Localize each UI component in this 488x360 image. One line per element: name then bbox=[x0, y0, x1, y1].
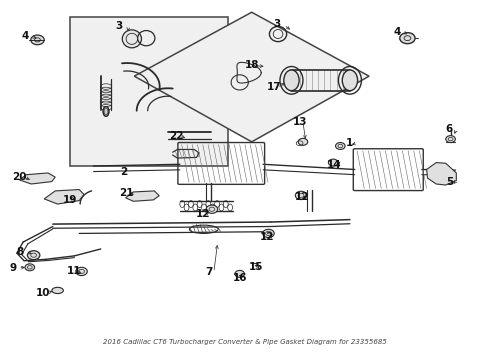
Ellipse shape bbox=[31, 35, 44, 45]
Ellipse shape bbox=[52, 287, 63, 293]
Polygon shape bbox=[134, 12, 368, 142]
Ellipse shape bbox=[342, 70, 357, 91]
Text: 20: 20 bbox=[12, 172, 26, 182]
Ellipse shape bbox=[295, 191, 306, 199]
Text: 8: 8 bbox=[17, 247, 24, 257]
Bar bbox=[69, 17, 227, 166]
Text: 12: 12 bbox=[259, 232, 274, 242]
Ellipse shape bbox=[206, 205, 217, 213]
Text: 12: 12 bbox=[294, 192, 308, 202]
Ellipse shape bbox=[27, 251, 40, 260]
Text: 1: 1 bbox=[346, 138, 353, 148]
Text: 4: 4 bbox=[21, 31, 29, 41]
Text: 10: 10 bbox=[36, 288, 50, 298]
Text: 15: 15 bbox=[249, 262, 263, 272]
Polygon shape bbox=[125, 191, 159, 201]
Text: 17: 17 bbox=[266, 82, 281, 92]
Text: 13: 13 bbox=[292, 117, 306, 127]
Ellipse shape bbox=[25, 264, 35, 271]
Text: 21: 21 bbox=[119, 188, 133, 198]
Polygon shape bbox=[426, 163, 455, 185]
Text: 4: 4 bbox=[392, 27, 400, 37]
Polygon shape bbox=[19, 173, 55, 184]
Ellipse shape bbox=[298, 138, 307, 145]
Polygon shape bbox=[44, 189, 84, 204]
Ellipse shape bbox=[399, 33, 414, 44]
Ellipse shape bbox=[234, 270, 244, 277]
Ellipse shape bbox=[262, 229, 274, 238]
Text: 19: 19 bbox=[62, 195, 77, 205]
Text: 7: 7 bbox=[205, 267, 212, 278]
Text: 6: 6 bbox=[445, 124, 452, 134]
Ellipse shape bbox=[103, 107, 109, 116]
Text: 3: 3 bbox=[273, 19, 280, 29]
Text: 12: 12 bbox=[195, 209, 210, 219]
Text: 11: 11 bbox=[67, 266, 81, 276]
Ellipse shape bbox=[122, 30, 141, 48]
Text: 18: 18 bbox=[244, 60, 259, 70]
Text: 5: 5 bbox=[445, 177, 452, 186]
Text: 3: 3 bbox=[115, 21, 122, 31]
Ellipse shape bbox=[76, 267, 87, 276]
Text: 16: 16 bbox=[232, 273, 247, 283]
Ellipse shape bbox=[283, 70, 299, 91]
Ellipse shape bbox=[335, 143, 345, 149]
Text: 14: 14 bbox=[326, 159, 341, 170]
Text: 9: 9 bbox=[10, 263, 17, 273]
Text: 2016 Cadillac CT6 Turbocharger Converter & Pipe Gasket Diagram for 23355685: 2016 Cadillac CT6 Turbocharger Converter… bbox=[102, 339, 386, 345]
Text: 2: 2 bbox=[120, 167, 127, 177]
Text: 22: 22 bbox=[168, 131, 183, 141]
Ellipse shape bbox=[445, 136, 454, 143]
Ellipse shape bbox=[103, 107, 109, 116]
Ellipse shape bbox=[328, 159, 337, 166]
